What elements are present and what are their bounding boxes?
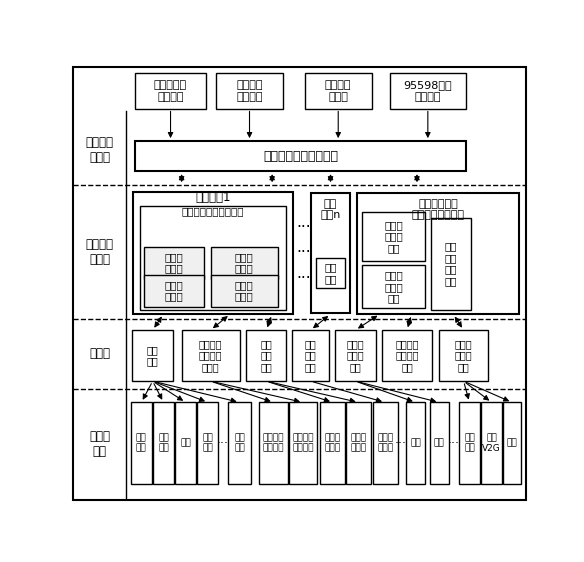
FancyBboxPatch shape (135, 141, 466, 171)
FancyBboxPatch shape (144, 275, 204, 307)
Text: 自来水公司
抄表系统: 自来水公司 抄表系统 (154, 80, 187, 102)
FancyBboxPatch shape (361, 265, 425, 309)
Text: 照明: 照明 (434, 438, 444, 447)
Text: 智能楼宇综合能量管理: 智能楼宇综合能量管理 (182, 206, 244, 216)
Text: 社区综合能量管理系统: 社区综合能量管理系统 (263, 149, 338, 162)
FancyBboxPatch shape (390, 73, 466, 108)
Text: 电梯监
控终端: 电梯监 控终端 (377, 433, 393, 453)
FancyBboxPatch shape (481, 402, 502, 484)
FancyBboxPatch shape (197, 402, 218, 484)
Text: 社区储
能能量
管理: 社区储 能能量 管理 (384, 220, 403, 253)
Text: ···: ··· (297, 271, 311, 285)
FancyBboxPatch shape (131, 402, 152, 484)
Text: 社区
储能: 社区 储能 (464, 433, 475, 453)
Text: 家居能
量管理: 家居能 量管理 (235, 280, 253, 302)
FancyBboxPatch shape (406, 402, 425, 484)
Text: 微网
系统: 微网 系统 (147, 345, 158, 366)
FancyBboxPatch shape (317, 258, 346, 288)
Text: 95598客户
服务系统: 95598客户 服务系统 (404, 80, 452, 102)
FancyBboxPatch shape (382, 330, 432, 381)
Text: 楼宇
中控
系统: 楼宇 中控 系统 (260, 339, 272, 372)
Text: 照明监
控终端: 照明监 控终端 (351, 433, 367, 453)
FancyBboxPatch shape (361, 212, 425, 261)
FancyBboxPatch shape (373, 402, 398, 484)
FancyBboxPatch shape (182, 330, 239, 381)
Text: 电动汽
车能量
管理: 电动汽 车能量 管理 (384, 270, 403, 303)
FancyBboxPatch shape (289, 402, 317, 484)
Text: 风力
发电: 风力 发电 (158, 433, 169, 453)
Text: 社区照
明控制
系统: 社区照 明控制 系统 (455, 339, 472, 372)
Text: 电能质量
监测与治
理系统: 电能质量 监测与治 理系统 (199, 339, 223, 372)
Text: 电动
汽车: 电动 汽车 (203, 433, 213, 453)
FancyBboxPatch shape (133, 192, 293, 314)
Text: 社区
V2G: 社区 V2G (482, 433, 501, 453)
Text: 楼宇能量
管理层: 楼宇能量 管理层 (86, 238, 114, 266)
FancyBboxPatch shape (357, 193, 519, 314)
Text: 能量
管理: 能量 管理 (325, 262, 337, 284)
FancyBboxPatch shape (320, 402, 345, 484)
Text: 智能
楼宇n: 智能 楼宇n (321, 198, 340, 220)
Text: 空调: 空调 (410, 438, 421, 447)
Text: 终端设
备层: 终端设 备层 (89, 430, 110, 458)
FancyBboxPatch shape (132, 330, 173, 381)
Text: 储能: 储能 (180, 438, 191, 447)
Text: 电能质量
监测装置: 电能质量 监测装置 (263, 433, 284, 453)
FancyBboxPatch shape (211, 275, 277, 307)
FancyBboxPatch shape (175, 402, 196, 484)
FancyBboxPatch shape (140, 206, 286, 310)
FancyBboxPatch shape (430, 217, 471, 310)
Text: ···: ··· (217, 437, 229, 450)
FancyBboxPatch shape (459, 402, 480, 484)
Text: 配电自动
化系统: 配电自动 化系统 (325, 80, 352, 102)
Text: 燃料
电池: 燃料 电池 (234, 433, 245, 453)
FancyBboxPatch shape (305, 73, 371, 108)
Text: 照明: 照明 (507, 438, 517, 447)
Text: 光伏
发电: 光伏 发电 (136, 433, 147, 453)
Text: 社区能量
管理层: 社区能量 管理层 (86, 135, 114, 164)
FancyBboxPatch shape (215, 73, 283, 108)
FancyBboxPatch shape (346, 402, 371, 484)
FancyBboxPatch shape (228, 402, 251, 484)
FancyBboxPatch shape (292, 330, 329, 381)
Text: ···: ··· (297, 220, 311, 235)
Text: 微网能
量管理: 微网能 量管理 (165, 252, 183, 273)
Text: 燃气公司
抄表系统: 燃气公司 抄表系统 (237, 80, 263, 102)
FancyBboxPatch shape (259, 402, 287, 484)
Text: 虚拟智能楼宇
（社区公共设施）: 虚拟智能楼宇 （社区公共设施） (412, 198, 465, 220)
FancyBboxPatch shape (246, 330, 286, 381)
FancyBboxPatch shape (430, 402, 449, 484)
Text: 空调监
控终端: 空调监 控终端 (325, 433, 340, 453)
FancyBboxPatch shape (311, 193, 350, 313)
Text: 智能
家居
系统: 智能 家居 系统 (305, 339, 317, 372)
Text: 社区储
能监控
系统: 社区储 能监控 系统 (347, 339, 364, 372)
FancyBboxPatch shape (144, 247, 204, 279)
Text: 社区
照明
能量
管理: 社区 照明 能量 管理 (444, 241, 457, 286)
Text: ···: ··· (297, 245, 311, 260)
Text: 智能楼宇1: 智能楼宇1 (195, 191, 231, 204)
Text: 电能质量
治理装置: 电能质量 治理装置 (292, 433, 314, 453)
Text: 电能质
量管理: 电能质 量管理 (235, 252, 253, 273)
FancyBboxPatch shape (335, 330, 376, 381)
Text: 监控层: 监控层 (89, 347, 110, 360)
Text: ···: ··· (395, 437, 406, 450)
FancyBboxPatch shape (153, 402, 174, 484)
Text: ···: ··· (448, 437, 460, 450)
FancyBboxPatch shape (503, 402, 520, 484)
FancyBboxPatch shape (73, 67, 526, 500)
Text: 社区电动
汽车监控
系统: 社区电动 汽车监控 系统 (395, 339, 419, 372)
FancyBboxPatch shape (211, 247, 277, 279)
FancyBboxPatch shape (135, 73, 206, 108)
Text: 楼宇能
量管理: 楼宇能 量管理 (165, 280, 183, 302)
FancyBboxPatch shape (439, 330, 488, 381)
